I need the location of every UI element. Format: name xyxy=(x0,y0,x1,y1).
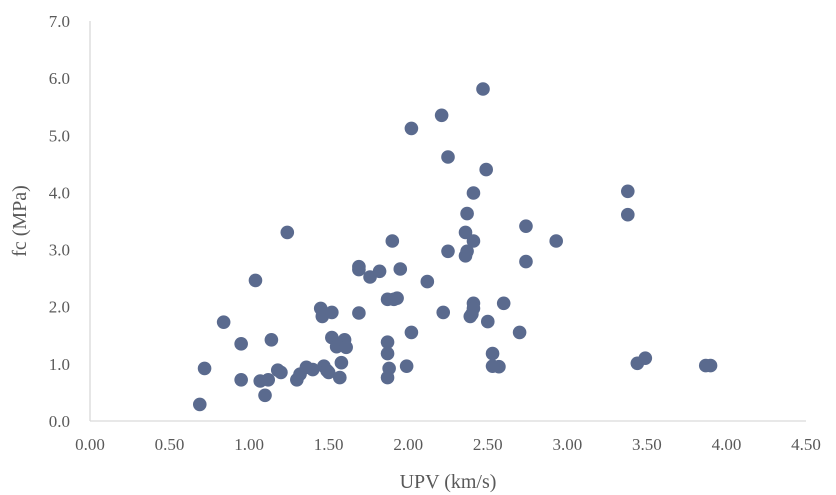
data-point xyxy=(404,121,419,136)
x-tick-label: 0.00 xyxy=(75,435,105,454)
y-tick-label: 6.0 xyxy=(49,69,70,88)
data-point xyxy=(434,108,449,123)
data-point xyxy=(549,234,563,248)
data-point xyxy=(334,355,349,370)
data-point xyxy=(352,262,366,277)
data-point xyxy=(372,264,387,279)
axes xyxy=(89,21,806,422)
data-point xyxy=(441,244,455,259)
y-tick-labels: 0.0 1.0 2.0 3.0 4.0 5.0 6.0 7.0 xyxy=(49,12,70,431)
data-point xyxy=(420,274,435,289)
data-point xyxy=(192,397,207,412)
x-tick-label: 3.00 xyxy=(552,435,582,454)
data-point xyxy=(274,365,288,380)
x-tick-label: 1.50 xyxy=(314,435,344,454)
x-tick-label: 2.50 xyxy=(473,435,503,454)
data-point xyxy=(280,225,295,240)
data-point xyxy=(258,388,272,403)
data-point xyxy=(620,207,635,222)
x-tick-label: 3.50 xyxy=(632,435,662,454)
data-point xyxy=(216,315,231,329)
x-tick-label: 4.50 xyxy=(791,435,821,454)
data-point xyxy=(390,291,404,305)
data-point xyxy=(352,306,366,320)
data-point xyxy=(248,273,263,288)
data-point xyxy=(325,305,339,320)
data-point xyxy=(485,346,500,361)
data-point xyxy=(399,359,414,373)
data-point xyxy=(264,333,279,347)
y-tick-label: 4.0 xyxy=(49,183,70,202)
data-points xyxy=(192,82,718,412)
data-point xyxy=(638,351,653,365)
data-point xyxy=(321,365,336,380)
data-point xyxy=(519,254,533,269)
data-point xyxy=(496,296,511,311)
data-point xyxy=(466,301,481,316)
data-point xyxy=(234,373,248,387)
data-point xyxy=(492,359,506,374)
data-point xyxy=(519,219,533,233)
data-point xyxy=(404,325,419,340)
data-point xyxy=(476,82,490,96)
data-point xyxy=(703,358,718,373)
data-point xyxy=(441,150,455,164)
data-point xyxy=(466,234,481,248)
x-tick-label: 2.00 xyxy=(393,435,423,454)
x-tick-label: 4.00 xyxy=(712,435,742,454)
data-point xyxy=(460,206,474,221)
y-tick-label: 0.0 xyxy=(49,412,70,431)
data-point xyxy=(305,362,320,377)
data-point xyxy=(380,335,395,349)
data-point xyxy=(480,314,495,329)
x-tick-label: 1.00 xyxy=(234,435,264,454)
y-tick-label: 1.0 xyxy=(49,355,70,374)
y-axis-title: fc (MPa) xyxy=(9,185,31,257)
data-point xyxy=(479,162,493,177)
data-point xyxy=(512,325,527,340)
data-point xyxy=(385,234,400,248)
y-tick-label: 3.0 xyxy=(49,241,70,260)
data-point xyxy=(339,340,353,355)
x-axis-title: UPV (km/s) xyxy=(400,471,497,493)
data-point xyxy=(261,373,276,387)
data-point xyxy=(333,370,347,385)
data-point xyxy=(458,225,473,240)
data-point xyxy=(380,346,395,361)
y-tick-label: 7.0 xyxy=(49,12,70,31)
data-point xyxy=(197,361,212,376)
data-point xyxy=(393,262,408,276)
data-point xyxy=(620,184,635,199)
y-tick-label: 5.0 xyxy=(49,126,70,145)
y-tick-label: 2.0 xyxy=(49,298,70,317)
data-point xyxy=(234,337,248,351)
data-point xyxy=(436,305,451,320)
data-point xyxy=(460,244,474,259)
x-tick-labels: 0.00 0.50 1.00 1.50 2.00 2.50 3.00 3.50 4.00 4.50 xyxy=(75,435,821,454)
x-tick-label: 0.50 xyxy=(155,435,185,454)
data-point xyxy=(466,186,481,200)
data-point xyxy=(382,361,396,376)
